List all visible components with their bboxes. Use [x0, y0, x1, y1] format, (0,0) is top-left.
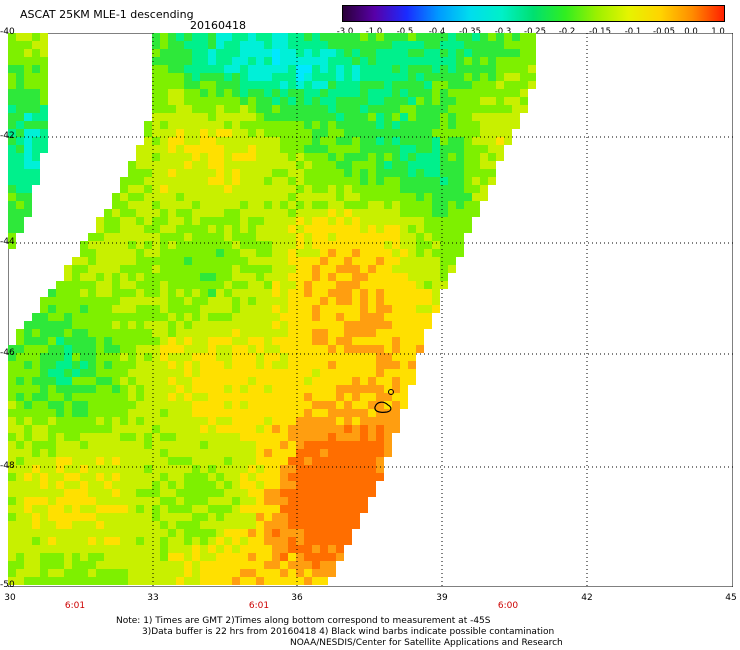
colorbar-label: -0.2: [558, 27, 576, 37]
colorbar-label: -0.5: [396, 27, 414, 37]
lon-label-45: 45: [725, 593, 737, 603]
colorbar: [342, 5, 725, 22]
colorbar-label: -0.25: [524, 27, 546, 37]
colorbar-label: -0.15: [589, 27, 611, 37]
time-label: 6:01: [64, 601, 86, 611]
colorbar-label: 1.0: [711, 27, 725, 37]
lat-label-42: -42: [0, 131, 15, 141]
lat-label-48: -48: [0, 461, 15, 471]
lat-label-40: -40: [0, 27, 15, 37]
colorbar-label: -0.4: [428, 27, 446, 37]
colorbar-label: 0.0: [684, 27, 698, 37]
note-line-3: NOAA/NESDIS/Center for Satellite Applica…: [290, 638, 563, 648]
lat-label-46: -46: [0, 348, 15, 358]
lon-label-33: 33: [147, 593, 159, 603]
lon-label-42: 42: [581, 593, 593, 603]
colorbar-label: -0.3: [494, 27, 512, 37]
colorbar-label: -3.0: [336, 27, 354, 37]
swath-pixels: [8, 33, 536, 585]
colorbar-label: -0.1: [624, 27, 642, 37]
colorbar-labels: -3.0 -1.0 -0.5 -0.4 -0.35 -0.3 -0.25 -0.…: [0, 27, 740, 39]
wind-barb-marker: [388, 389, 394, 395]
colorbar-label: -1.0: [365, 27, 383, 37]
map-plot: [8, 33, 733, 587]
lat-label-44: -44: [0, 237, 15, 247]
time-label: 6:01: [248, 601, 270, 611]
date-label: 20160418: [190, 19, 246, 32]
contamination-contour: [374, 401, 392, 413]
lat-lon-grid: [8, 33, 733, 587]
title: ASCAT 25KM MLE-1 descending: [20, 8, 194, 21]
lon-label-39: 39: [436, 593, 448, 603]
time-label: 6:00: [497, 601, 519, 611]
note-line-1: Note: 1) Times are GMT 2)Times along bot…: [116, 616, 491, 626]
lon-label-36: 36: [291, 593, 303, 603]
colorbar-label: -0.35: [459, 27, 481, 37]
note-line-2: 3)Data buffer is 22 hrs from 20160418 4)…: [142, 627, 555, 637]
lat-label-50: -50: [0, 580, 15, 590]
lon-label-30: 30: [4, 593, 16, 603]
colorbar-label: -0.05: [653, 27, 675, 37]
